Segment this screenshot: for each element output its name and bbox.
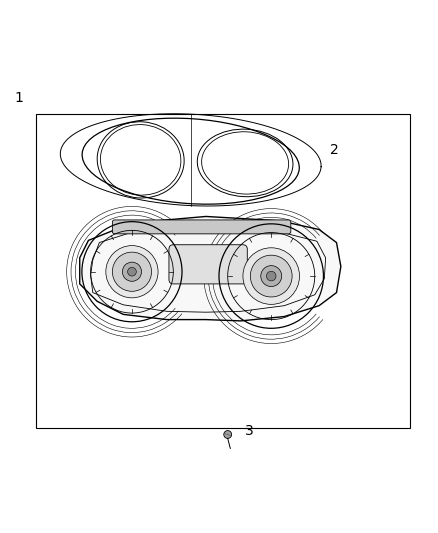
Ellipse shape — [224, 431, 232, 439]
Circle shape — [127, 268, 136, 276]
Ellipse shape — [82, 118, 299, 204]
Circle shape — [251, 255, 292, 297]
Text: 2: 2 — [330, 143, 339, 157]
Bar — [36, 114, 410, 427]
Circle shape — [122, 262, 141, 281]
FancyBboxPatch shape — [113, 220, 291, 234]
Circle shape — [113, 252, 152, 292]
Circle shape — [266, 271, 276, 281]
Text: 1: 1 — [14, 92, 23, 106]
Polygon shape — [80, 216, 341, 321]
FancyBboxPatch shape — [169, 245, 247, 284]
Circle shape — [243, 248, 300, 304]
Circle shape — [261, 265, 282, 287]
Circle shape — [106, 246, 158, 298]
Text: 3: 3 — [245, 424, 254, 438]
